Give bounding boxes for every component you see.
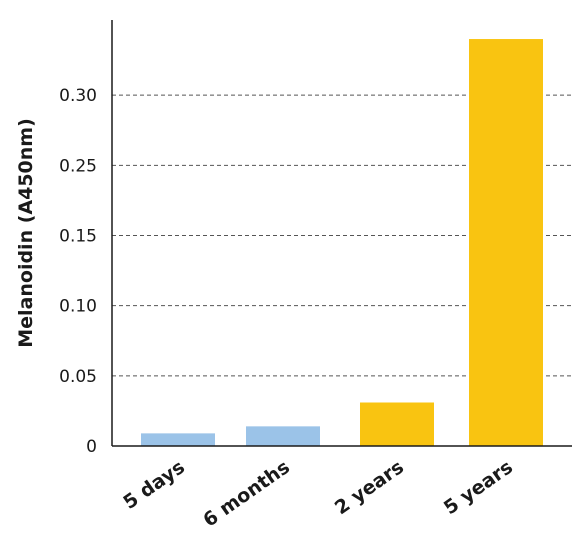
bar-5-years [469,39,543,447]
bar-2-years [360,402,434,446]
x-tick-labels: 5 days 6 months 2 years 5 years [119,456,516,531]
y-tick-label: 0.10 [59,297,97,317]
x-tick-label: 2 years [331,456,408,519]
y-tick-label: 0.05 [59,367,97,387]
y-tick-labels: 0 0.05 0.10 0.15 0.25 0.30 [59,86,97,457]
x-tick-label: 5 years [440,456,517,519]
x-tick-label: 6 months [199,456,294,531]
x-tick-label: 5 days [119,456,188,514]
y-tick-label: 0.30 [59,86,97,106]
y-tick-label: 0 [86,437,97,457]
y-tick-label: 0.15 [59,227,97,247]
bar-5-days [141,433,215,446]
y-tick-label: 0.25 [59,156,97,176]
bar-6-months [246,426,320,446]
axes [111,20,572,447]
bars [141,39,543,447]
y-axis-title: Melanoidin (A450nm) [15,118,37,348]
